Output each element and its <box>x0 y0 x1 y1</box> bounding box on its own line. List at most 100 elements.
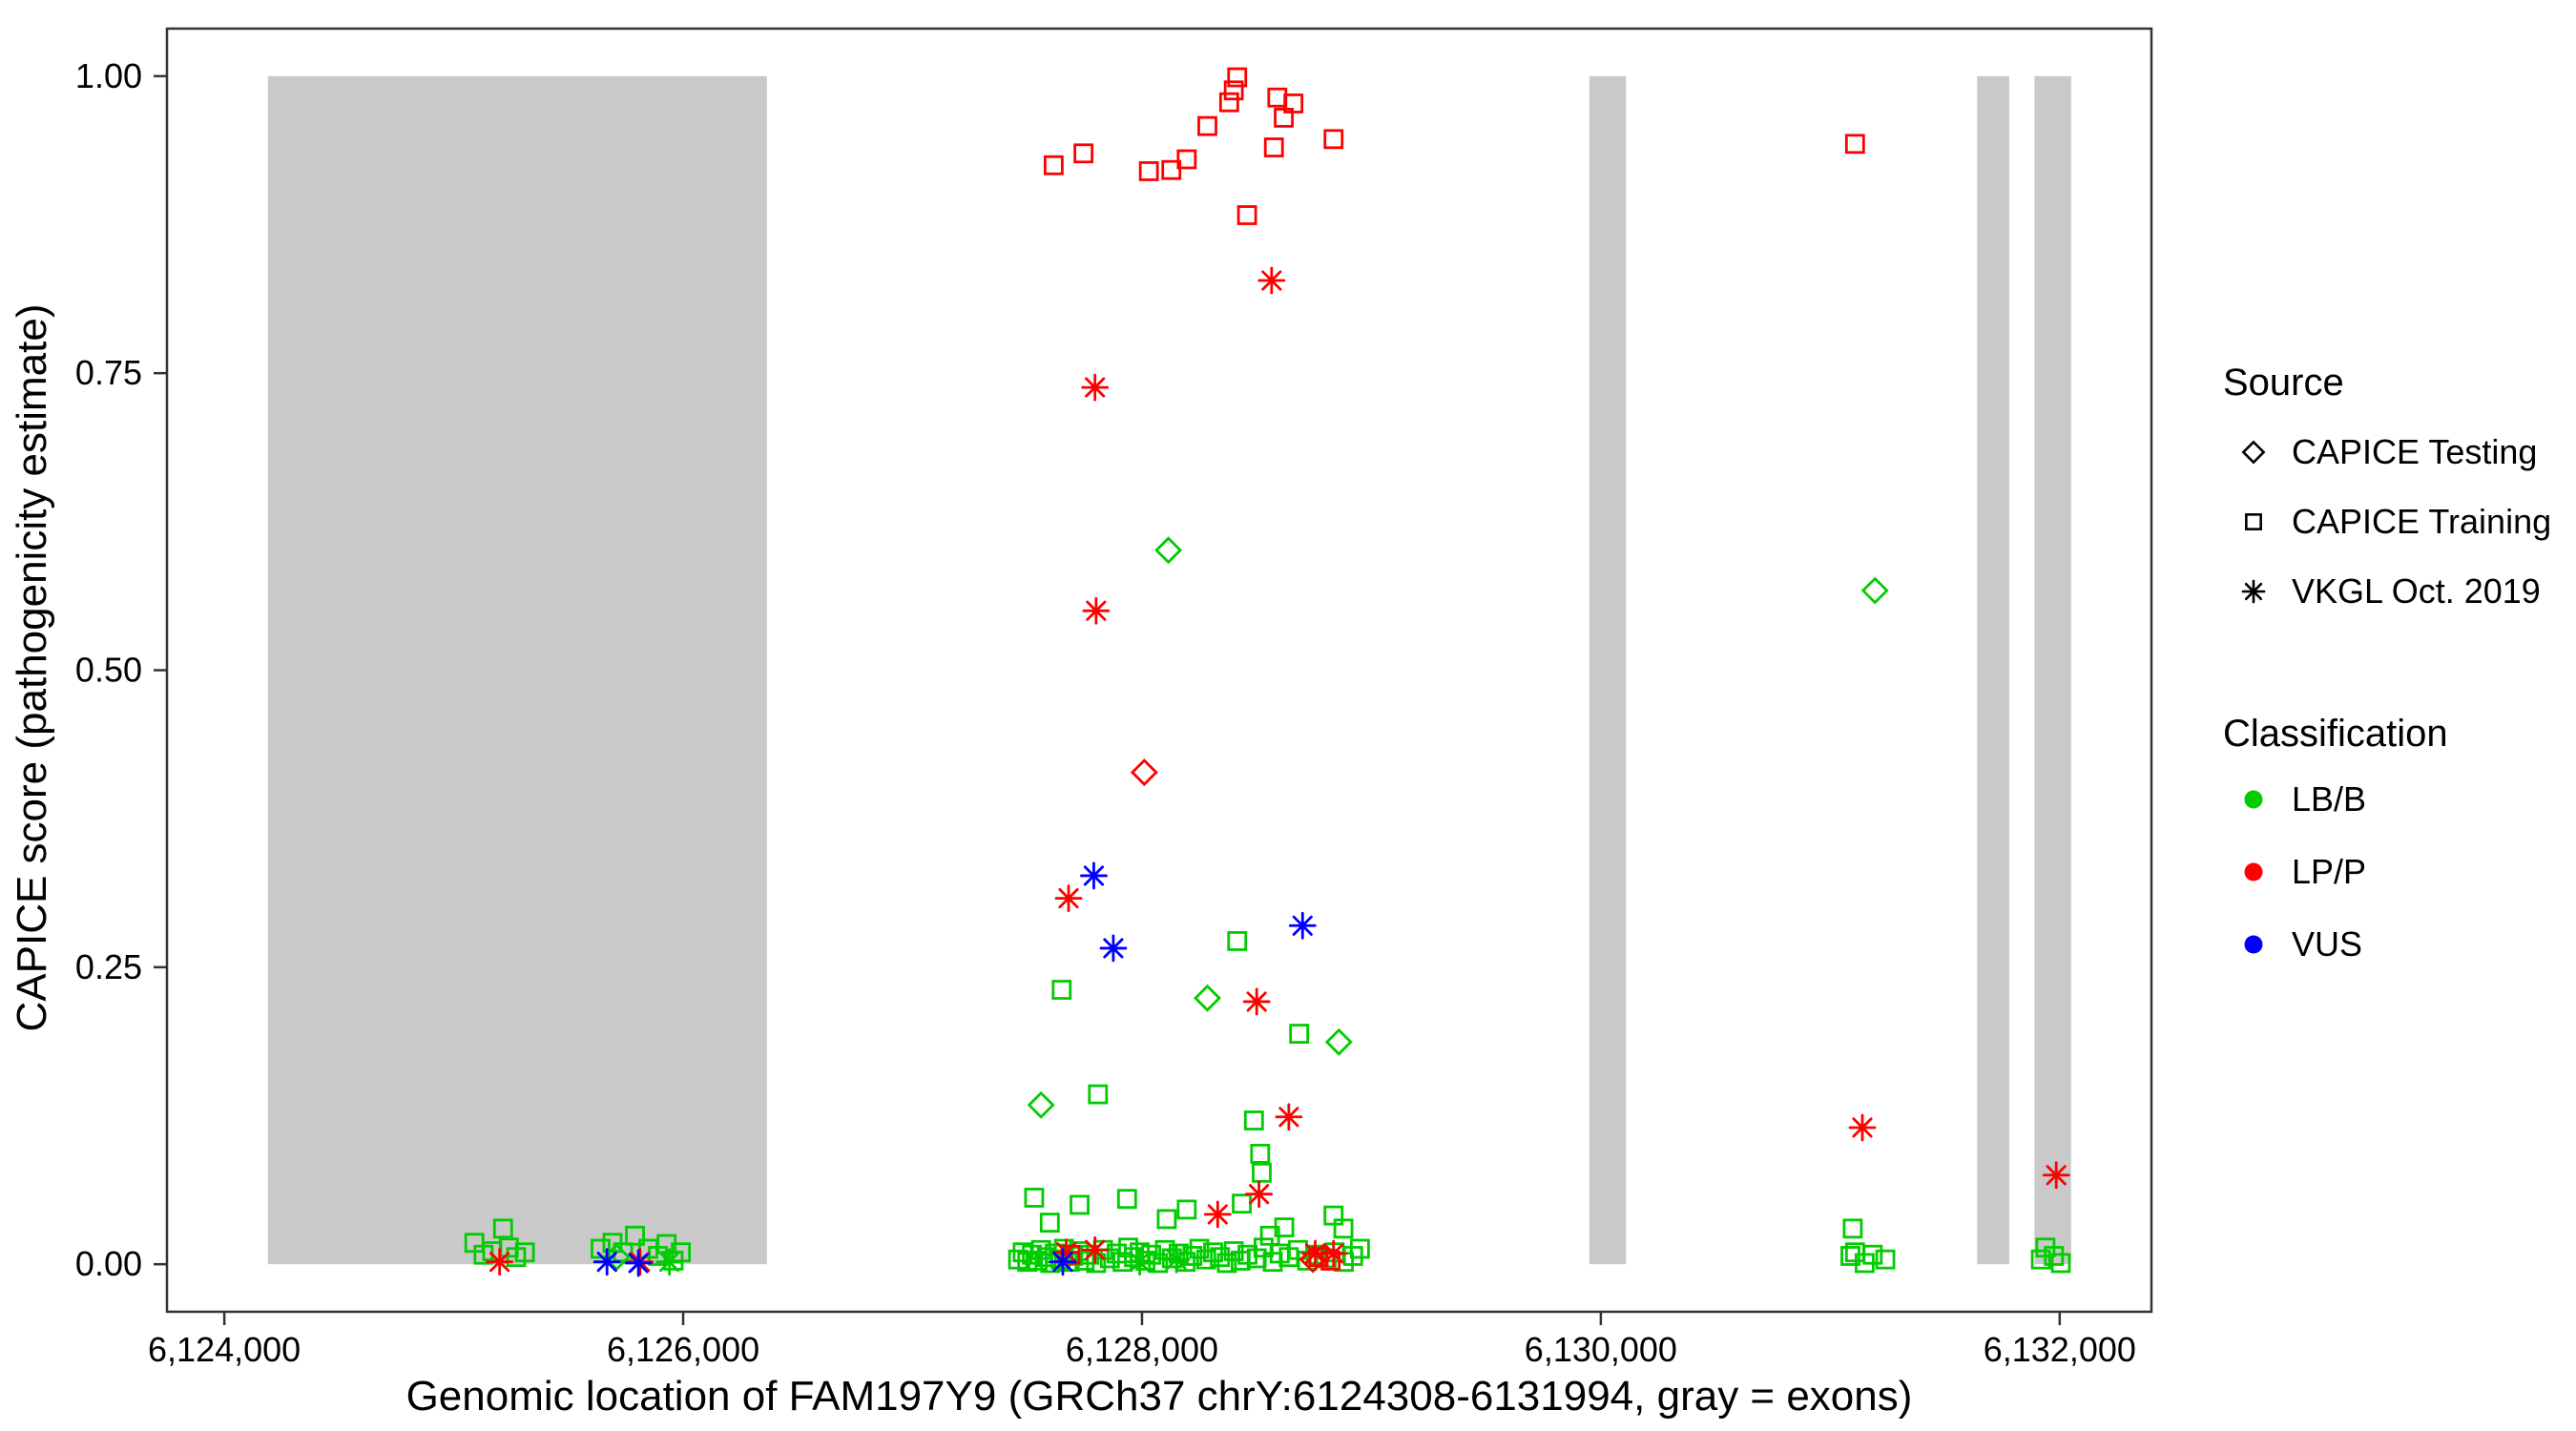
legend-classification-item-label: VUS <box>2292 924 2362 964</box>
square-marker <box>1161 159 1182 180</box>
data-point <box>1333 1218 1354 1239</box>
square-marker <box>1043 155 1064 176</box>
data-point <box>1194 984 1221 1012</box>
data-point <box>1218 92 1239 113</box>
data-point <box>1027 1090 1055 1119</box>
legend-source-item-label: CAPICE Training <box>2292 502 2551 541</box>
square-marker <box>1236 205 1257 225</box>
square-marker <box>1223 80 1244 101</box>
data-point <box>1203 1242 1223 1263</box>
legend-classification-item: VUS <box>2244 924 2362 964</box>
legend-source-item: CAPICE Training <box>2245 502 2551 541</box>
diamond-marker <box>2241 440 2266 465</box>
data-point <box>1099 1248 1120 1269</box>
square-marker <box>1855 1253 1875 1274</box>
exon-layer <box>267 75 2071 1265</box>
data-point <box>1232 1193 1252 1214</box>
x-tick-label: 6,130,000 <box>1525 1330 1677 1369</box>
square-marker <box>1232 1193 1252 1214</box>
x-axis-title: Genomic location of FAM197Y9 (GRCh37 chr… <box>406 1373 1913 1420</box>
data-point <box>1017 1252 1038 1273</box>
square-marker <box>1216 1253 1237 1274</box>
data-point <box>1210 1247 1231 1268</box>
data-point <box>1081 373 1110 402</box>
data-point <box>1161 159 1182 180</box>
y-tick-label: 0.75 <box>75 353 142 392</box>
exon-region <box>1977 75 2009 1265</box>
data-point <box>1099 934 1128 963</box>
data-point <box>1245 1180 1273 1209</box>
asterisk-marker <box>1288 911 1317 940</box>
data-point <box>1051 980 1072 1000</box>
data-point <box>1250 1143 1271 1164</box>
asterisk-marker <box>1081 1235 1110 1264</box>
y-axis-title: CAPICE score (pathogenicity estimate) <box>9 304 55 1032</box>
square-marker <box>1039 1213 1060 1233</box>
points-layer <box>464 67 2071 1277</box>
data-point <box>1195 1249 1216 1270</box>
asterisk-marker <box>1257 266 1286 295</box>
data-point <box>1138 161 1159 181</box>
circle-marker <box>2244 935 2263 954</box>
square-marker <box>1017 1252 1038 1273</box>
data-point <box>1070 1194 1090 1215</box>
data-point <box>1182 1246 1203 1266</box>
data-point <box>1267 87 1288 108</box>
square-marker <box>1842 1218 1863 1239</box>
data-point <box>1301 1239 1329 1268</box>
asterisk-marker <box>1052 1238 1081 1267</box>
diamond-marker <box>1130 758 1158 787</box>
data-point <box>1227 931 1248 951</box>
square-marker <box>1274 1217 1295 1237</box>
series-capice-testing <box>1130 758 1327 1274</box>
square-marker <box>2030 1249 2051 1270</box>
legend-source-item: CAPICE Testing <box>2241 432 2537 471</box>
square-marker <box>1099 1248 1120 1269</box>
data-point <box>1080 861 1108 890</box>
square-marker <box>1176 149 1197 170</box>
data-point <box>2050 1253 2071 1274</box>
legend-source-item-label: VKGL Oct. 2019 <box>2292 571 2541 611</box>
data-point <box>1848 1113 1877 1142</box>
data-point <box>1203 1200 1232 1229</box>
axis-layer: 6,124,000 6,126,000 6,128,000 6,130,000 6,13… <box>75 56 2136 1369</box>
square-marker <box>1227 67 1248 88</box>
data-point <box>1162 1245 1191 1274</box>
data-point <box>1130 758 1158 787</box>
data-point <box>1274 1217 1295 1237</box>
data-point <box>1350 1238 1370 1259</box>
data-point <box>1189 1238 1210 1259</box>
square-marker <box>514 1242 535 1263</box>
asterisk-marker <box>1082 596 1111 625</box>
square-marker <box>492 1218 513 1239</box>
diamond-marker <box>1027 1090 1055 1119</box>
data-point <box>625 1225 645 1246</box>
square-marker <box>2245 513 2262 530</box>
x-tick-label: 6,124,000 <box>148 1330 301 1369</box>
data-point <box>1860 576 1889 605</box>
legend-source-item-label: CAPICE Testing <box>2292 432 2537 471</box>
data-point <box>1242 987 1271 1016</box>
data-point <box>1082 596 1111 625</box>
data-point <box>1855 1253 1875 1274</box>
series-capice-testing <box>602 536 1889 1272</box>
data-point <box>1319 1239 1348 1268</box>
y-tick-label: 0.50 <box>75 651 142 690</box>
diamond-marker <box>1154 536 1183 565</box>
square-marker <box>1283 93 1304 114</box>
square-marker <box>1289 1024 1310 1044</box>
square-marker <box>1088 1084 1109 1105</box>
square-marker <box>1218 92 1239 113</box>
y-tick-label: 0.25 <box>75 947 142 986</box>
asterisk-marker <box>1301 1239 1329 1268</box>
asterisk-marker <box>2241 579 2266 604</box>
square-marker <box>1840 1246 1860 1266</box>
asterisk-marker <box>1275 1103 1303 1131</box>
data-point <box>1842 1218 1863 1239</box>
asterisk-marker <box>1099 934 1128 963</box>
asterisk-marker <box>1245 1180 1273 1209</box>
legend-classification-item: LB/B <box>2244 779 2366 819</box>
data-point <box>1176 1199 1197 1220</box>
diamond-marker <box>1194 984 1221 1012</box>
